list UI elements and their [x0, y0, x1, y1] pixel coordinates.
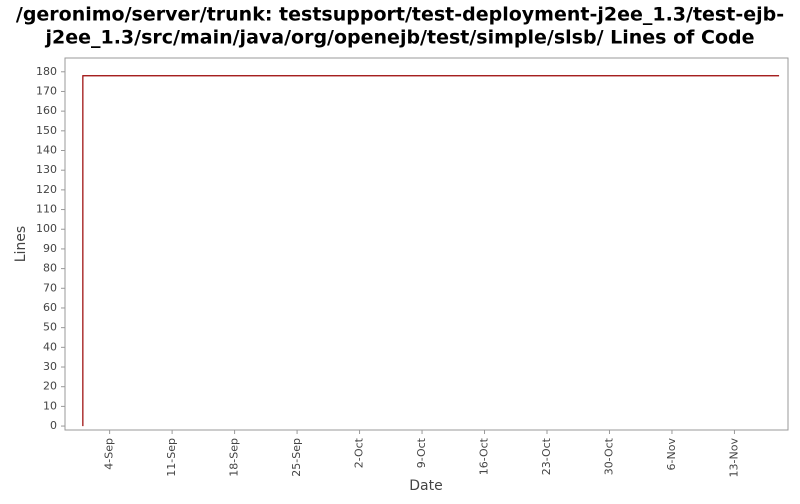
x-tick-label: 9-Oct [415, 437, 428, 468]
chart-title: j2ee_1.3/src/main/java/org/openejb/test/… [44, 27, 754, 49]
y-axis-label: Lines [13, 226, 29, 262]
y-tick-label: 150 [36, 124, 57, 137]
x-tick-label: 2-Oct [353, 437, 366, 468]
y-tick-label: 50 [43, 321, 57, 334]
chart-title: /geronimo/server/trunk: testsupport/test… [16, 4, 784, 26]
y-tick-label: 10 [43, 399, 57, 412]
x-tick-label: 16-Oct [478, 437, 491, 475]
y-tick-label: 40 [43, 340, 57, 353]
y-tick-label: 170 [36, 84, 57, 97]
y-tick-label: 110 [36, 203, 57, 216]
x-tick-label: 13-Nov [727, 438, 740, 478]
y-tick-label: 90 [43, 242, 57, 255]
x-tick-label: 11-Sep [165, 438, 178, 477]
y-tick-label: 60 [43, 301, 57, 314]
y-tick-label: 160 [36, 104, 57, 117]
y-tick-label: 80 [43, 262, 57, 275]
y-tick-label: 140 [36, 144, 57, 157]
x-tick-label: 18-Sep [228, 438, 241, 477]
y-tick-label: 100 [36, 222, 57, 235]
y-tick-label: 70 [43, 281, 57, 294]
y-tick-label: 20 [43, 380, 57, 393]
x-tick-label: 6-Nov [665, 438, 678, 471]
y-tick-label: 0 [50, 419, 57, 432]
y-tick-label: 180 [36, 65, 57, 78]
x-tick-label: 25-Sep [290, 438, 303, 477]
x-axis-label: Date [409, 478, 442, 494]
y-tick-label: 30 [43, 360, 57, 373]
x-tick-label: 30-Oct [602, 437, 615, 475]
x-tick-label: 4-Sep [103, 438, 116, 470]
plot-area [64, 57, 789, 431]
y-tick-label: 130 [36, 163, 57, 176]
y-tick-label: 120 [36, 183, 57, 196]
series-line [82, 75, 780, 427]
x-tick-label: 23-Oct [540, 437, 553, 475]
